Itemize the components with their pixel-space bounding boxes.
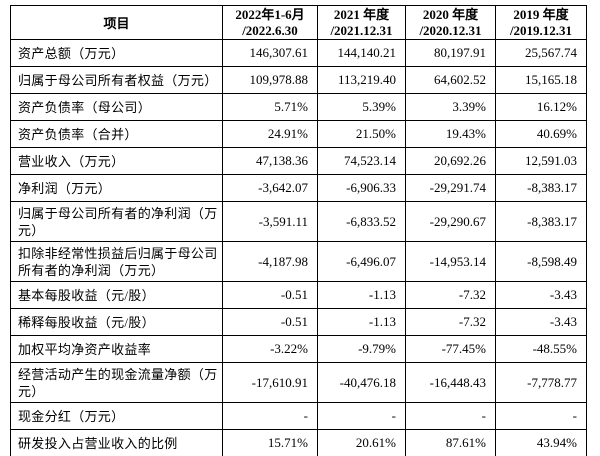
row-value: 109,978.88 xyxy=(222,66,318,94)
row-value: -6,496.07 xyxy=(317,241,406,282)
row-value: -17,610.91 xyxy=(222,362,318,403)
column-header-2021: 2021 年度 /2021.12.31 xyxy=(317,5,406,40)
row-value: 87.61% xyxy=(405,429,496,456)
row-value: 43.94% xyxy=(495,429,587,456)
row-value: -1.13 xyxy=(317,308,406,336)
table-row: 归属于母公司所有者权益（万元） 109,978.88 113,219.40 64… xyxy=(10,66,587,94)
table-row: 营业收入（万元） 47,138.36 74,523.14 20,692.26 1… xyxy=(10,147,587,175)
row-label: 稀释每股收益（元/股） xyxy=(10,308,223,336)
column-header-item: 项目 xyxy=(10,5,223,40)
row-value: -3,642.07 xyxy=(222,174,318,202)
row-value: -7.32 xyxy=(405,281,496,309)
row-value: -16,448.43 xyxy=(405,362,496,403)
period-line2: /2021.12.31 xyxy=(330,22,393,38)
row-value: -77.45% xyxy=(405,335,496,363)
row-label: 现金分红（万元） xyxy=(10,402,223,430)
row-value: -3.22% xyxy=(222,335,318,363)
row-value: -8,383.17 xyxy=(495,201,587,242)
header-row: 项目 2022年1-6月 /2022.6.30 2021 年度 /2021.12… xyxy=(10,5,587,40)
row-label: 扣除非经常性损益后归属于母公司所有者的净利润（万元） xyxy=(10,241,223,282)
row-value: 20.61% xyxy=(317,429,406,456)
row-label: 经营活动产生的现金流量净额（万元） xyxy=(10,362,223,403)
table-row: 加权平均净资产收益率 -3.22% -9.79% -77.45% -48.55% xyxy=(10,335,587,363)
row-value: -0.51 xyxy=(222,308,318,336)
period-line2: /2020.12.31 xyxy=(419,22,482,38)
table-row: 现金分红（万元） - - - - xyxy=(10,402,587,430)
row-value: 146,307.61 xyxy=(222,39,318,67)
period-line1: 2020 年度 xyxy=(422,7,479,22)
row-value: 5.39% xyxy=(317,93,406,121)
row-value: -29,290.67 xyxy=(405,201,496,242)
row-value: -7,778.77 xyxy=(495,362,587,403)
row-value: 20,692.26 xyxy=(405,147,496,175)
column-header-2022: 2022年1-6月 /2022.6.30 xyxy=(222,5,318,40)
row-value: -48.55% xyxy=(495,335,587,363)
row-value: - xyxy=(405,402,496,430)
row-value: -3.43 xyxy=(495,281,587,309)
row-value: 16.12% xyxy=(495,93,587,121)
row-value: -14,953.14 xyxy=(405,241,496,282)
row-label: 营业收入（万元） xyxy=(10,147,223,175)
table-row: 研发投入占营业收入的比例 15.71% 20.61% 87.61% 43.94% xyxy=(10,429,587,456)
row-value: 19.43% xyxy=(405,120,496,148)
table-row: 净利润（万元） -3,642.07 -6,906.33 -29,291.74 -… xyxy=(10,174,587,202)
row-value: -7.32 xyxy=(405,308,496,336)
table-row: 资产总额（万元） 146,307.61 144,140.21 80,197.91… xyxy=(10,39,587,67)
row-value: 64,602.52 xyxy=(405,66,496,94)
row-label: 资产总额（万元） xyxy=(10,39,223,67)
period-line2: /2019.12.31 xyxy=(509,22,573,38)
period-line1: 2022年1-6月 xyxy=(235,7,305,22)
row-value: -9.79% xyxy=(317,335,406,363)
row-label: 基本每股收益（元/股） xyxy=(10,281,223,309)
column-header-2020: 2020 年度 /2020.12.31 xyxy=(405,5,496,40)
financial-summary-table: 项目 2022年1-6月 /2022.6.30 2021 年度 /2021.12… xyxy=(10,5,587,456)
row-label: 归属于母公司所有者的净利润（万元） xyxy=(10,201,223,242)
row-value: 74,523.14 xyxy=(317,147,406,175)
row-value: -4,187.98 xyxy=(222,241,318,282)
table-row: 经营活动产生的现金流量净额（万元） -17,610.91 -40,476.18 … xyxy=(10,362,587,403)
row-label: 净利润（万元） xyxy=(10,174,223,202)
row-value: - xyxy=(317,402,406,430)
row-value: -40,476.18 xyxy=(317,362,406,403)
row-value: 5.71% xyxy=(222,93,318,121)
row-value: -29,291.74 xyxy=(405,174,496,202)
row-value: -3.43 xyxy=(495,308,587,336)
row-value: - xyxy=(222,402,318,430)
row-value: 113,219.40 xyxy=(317,66,406,94)
table-row: 基本每股收益（元/股） -0.51 -1.13 -7.32 -3.43 xyxy=(10,281,587,309)
row-value: 15,165.18 xyxy=(495,66,587,94)
row-value: - xyxy=(495,402,587,430)
period-line1: 2021 年度 xyxy=(333,7,390,22)
row-label: 归属于母公司所有者权益（万元） xyxy=(10,66,223,94)
table-row: 归属于母公司所有者的净利润（万元） -3,591.11 -6,833.52 -2… xyxy=(10,201,587,242)
table-row: 扣除非经常性损益后归属于母公司所有者的净利润（万元） -4,187.98 -6,… xyxy=(10,241,587,282)
row-value: -0.51 xyxy=(222,281,318,309)
row-value: -6,906.33 xyxy=(317,174,406,202)
row-value: 40.69% xyxy=(495,120,587,148)
column-header-2019: 2019 年度 /2019.12.31 xyxy=(495,5,587,40)
period-line2: /2022.6.30 xyxy=(242,22,298,38)
row-value: -8,383.17 xyxy=(495,174,587,202)
row-value: 12,591.03 xyxy=(495,147,587,175)
row-value: 3.39% xyxy=(405,93,496,121)
row-value: -8,598.49 xyxy=(495,241,587,282)
row-value: 80,197.91 xyxy=(405,39,496,67)
row-value: 24.91% xyxy=(222,120,318,148)
row-value: 25,567.74 xyxy=(495,39,587,67)
table-row: 稀释每股收益（元/股） -0.51 -1.13 -7.32 -3.43 xyxy=(10,308,587,336)
table-row: 资产负债率（合并） 24.91% 21.50% 19.43% 40.69% xyxy=(10,120,587,148)
row-value: 144,140.21 xyxy=(317,39,406,67)
period-line1: 2019 年度 xyxy=(513,7,569,22)
row-value: 21.50% xyxy=(317,120,406,148)
table-row: 资产负债率（母公司） 5.71% 5.39% 3.39% 16.12% xyxy=(10,93,587,121)
row-label: 加权平均净资产收益率 xyxy=(10,335,223,363)
row-value: 15.71% xyxy=(222,429,318,456)
row-label: 资产负债率（合并） xyxy=(10,120,223,148)
row-value: 47,138.36 xyxy=(222,147,318,175)
row-value: -6,833.52 xyxy=(317,201,406,242)
row-label: 研发投入占营业收入的比例 xyxy=(10,429,223,456)
row-label: 资产负债率（母公司） xyxy=(10,93,223,121)
row-value: -1.13 xyxy=(317,281,406,309)
row-value: -3,591.11 xyxy=(222,201,318,242)
